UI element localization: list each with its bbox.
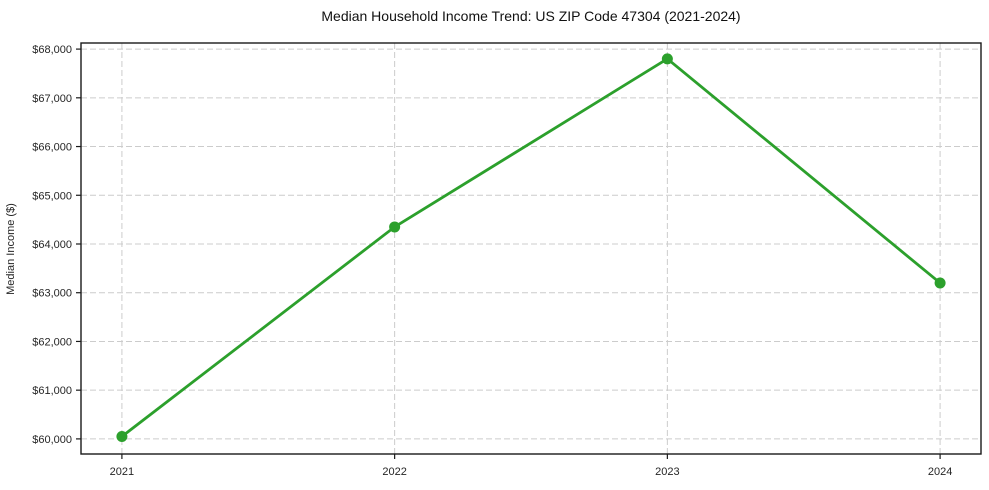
y-tick-label: $64,000 xyxy=(32,239,72,251)
y-tick-label: $67,000 xyxy=(32,93,72,105)
y-tick-label: $62,000 xyxy=(32,336,72,348)
y-tick-label: $65,000 xyxy=(32,190,72,202)
series-layer xyxy=(116,53,946,442)
y-tick-label: $60,000 xyxy=(32,434,72,446)
y-tick-label: $66,000 xyxy=(32,142,72,154)
y-tick-label: $68,000 xyxy=(32,44,72,56)
x-tick-label: 2021 xyxy=(110,466,134,478)
data-point-2023 xyxy=(661,53,673,65)
x-tick-label: 2023 xyxy=(655,466,679,478)
axes-layer: $60,000 $61,000 $62,000 $63,000 $64,000 $65,0… xyxy=(32,42,982,478)
data-point-2024 xyxy=(934,277,946,289)
trend-line xyxy=(120,57,942,438)
x-tick-label: 2024 xyxy=(928,466,952,478)
data-point-2022 xyxy=(389,221,401,233)
chart-title: Median Household Income Trend: US ZIP Co… xyxy=(321,8,740,24)
plot-frame xyxy=(80,42,982,455)
y-axis-label: Median Income ($) xyxy=(5,203,17,295)
x-tick-label: 2022 xyxy=(382,466,406,478)
gridlines-layer xyxy=(81,43,981,454)
y-tick-label: $63,000 xyxy=(32,288,72,300)
data-point-2021 xyxy=(116,430,128,442)
y-tick-label: $61,000 xyxy=(32,385,72,397)
